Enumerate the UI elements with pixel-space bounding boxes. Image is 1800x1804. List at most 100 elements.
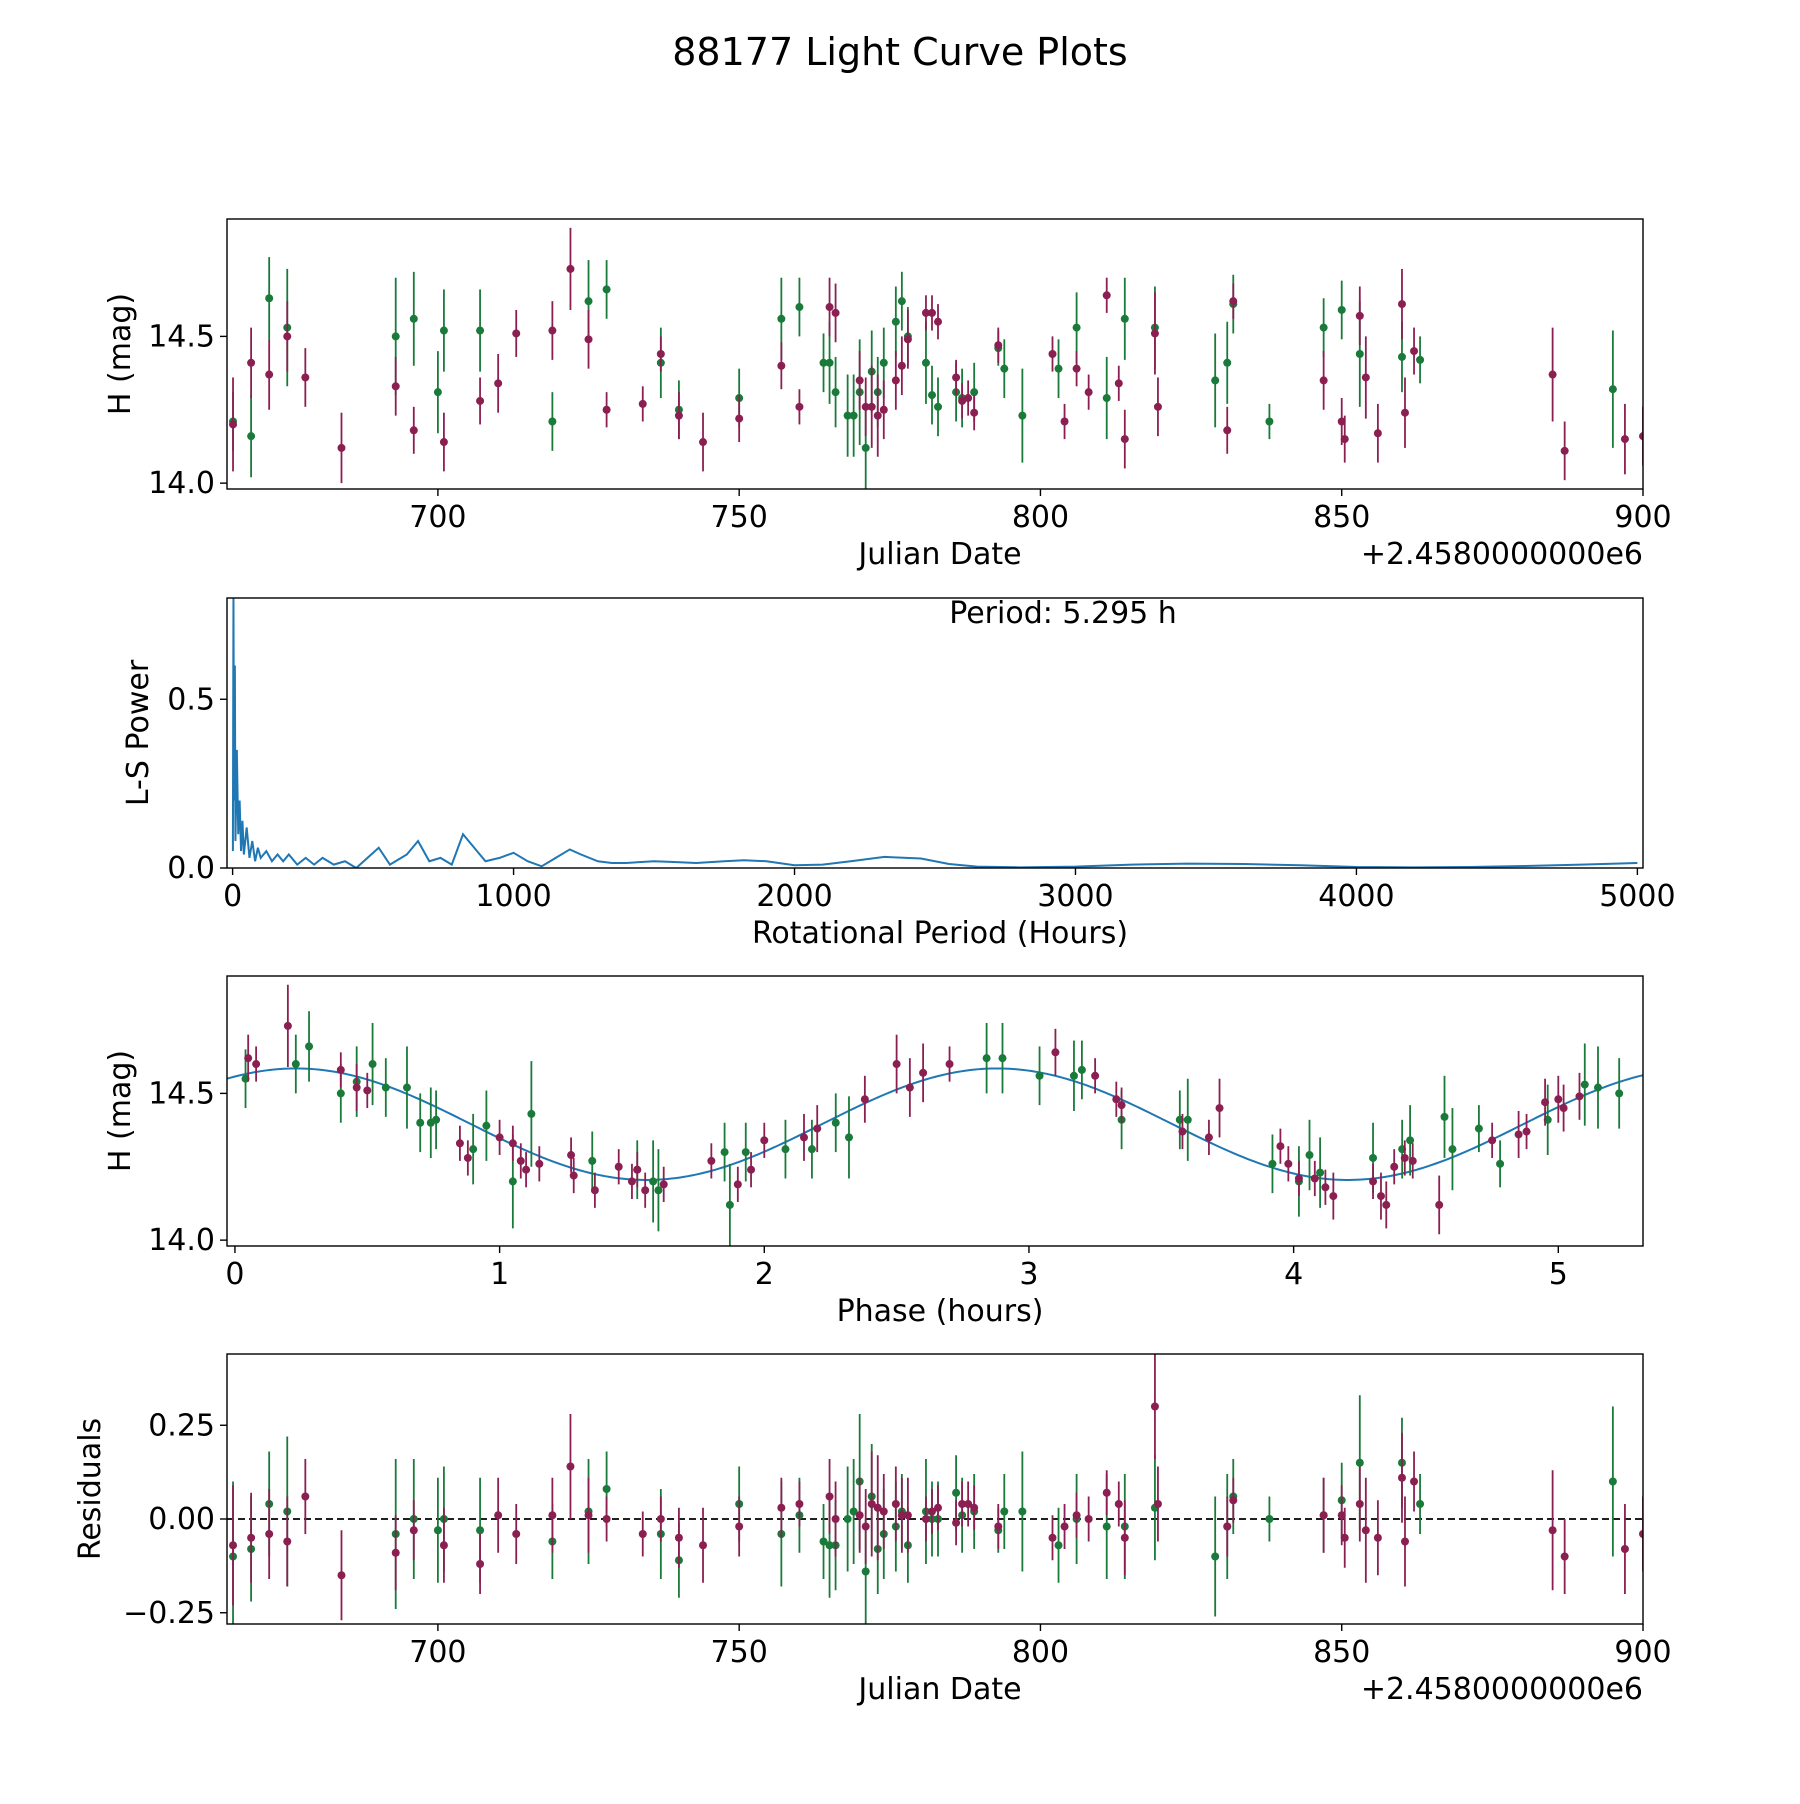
data-point bbox=[1211, 1552, 1220, 1561]
data-point bbox=[1408, 1156, 1417, 1165]
data-point bbox=[1051, 1048, 1060, 1057]
data-point bbox=[825, 303, 834, 312]
data-point bbox=[1117, 1101, 1126, 1110]
data-point bbox=[813, 1124, 822, 1133]
data-point bbox=[494, 1511, 503, 1520]
series-purple bbox=[244, 984, 1584, 1235]
data-point bbox=[952, 1488, 961, 1497]
series-green bbox=[229, 1395, 1617, 1624]
series-purple bbox=[229, 227, 1643, 484]
data-point bbox=[1018, 1507, 1027, 1516]
data-point bbox=[1608, 1477, 1617, 1486]
data-point bbox=[970, 388, 979, 397]
data-point bbox=[247, 1533, 256, 1542]
data-point bbox=[516, 1156, 525, 1165]
axes-frame bbox=[226, 597, 1644, 869]
data-point bbox=[588, 1156, 597, 1165]
data-point bbox=[994, 1522, 1003, 1531]
data-point bbox=[283, 1537, 292, 1546]
data-point bbox=[1265, 417, 1274, 426]
data-point bbox=[1340, 1533, 1349, 1542]
data-point bbox=[1060, 1522, 1069, 1531]
data-point bbox=[1522, 1127, 1531, 1136]
data-point bbox=[1400, 1537, 1409, 1546]
data-point bbox=[958, 396, 967, 405]
data-point bbox=[584, 335, 593, 344]
x-tick-label: 800 bbox=[1012, 500, 1069, 535]
data-point bbox=[402, 1083, 411, 1092]
data-point bbox=[1340, 435, 1349, 444]
data-point bbox=[1229, 1496, 1238, 1505]
data-point bbox=[1183, 1115, 1192, 1124]
data-point bbox=[1369, 1153, 1378, 1162]
data-point bbox=[1120, 1533, 1129, 1542]
data-point bbox=[439, 1541, 448, 1550]
x-tick-label: 850 bbox=[1313, 1635, 1370, 1670]
x-axis-label: Phase (hours) bbox=[837, 1294, 1044, 1329]
data-point bbox=[720, 1148, 729, 1157]
data-point bbox=[638, 399, 647, 408]
data-point bbox=[1035, 1071, 1044, 1080]
data-point bbox=[1000, 364, 1009, 373]
data-point bbox=[843, 1515, 852, 1523]
data-point bbox=[819, 358, 828, 367]
data-point bbox=[1548, 1526, 1557, 1535]
data-point bbox=[482, 1121, 491, 1130]
data-point bbox=[1084, 388, 1093, 397]
data-point bbox=[699, 438, 708, 447]
data-point bbox=[1329, 1192, 1338, 1201]
data-point bbox=[535, 1159, 544, 1168]
data-point bbox=[265, 370, 274, 379]
data-point bbox=[584, 1511, 593, 1520]
data-point bbox=[283, 332, 292, 341]
data-point bbox=[512, 329, 521, 338]
data-point bbox=[614, 1162, 623, 1171]
data-point bbox=[656, 1515, 665, 1523]
data-point bbox=[1594, 1083, 1603, 1092]
data-point bbox=[982, 1054, 991, 1063]
data-point bbox=[747, 1165, 756, 1174]
data-point bbox=[1390, 1162, 1399, 1171]
y-tick-label: 14.0 bbox=[148, 466, 215, 501]
data-point bbox=[1215, 1104, 1224, 1113]
data-point bbox=[1373, 429, 1382, 438]
data-point bbox=[1406, 1136, 1415, 1145]
panel-phase: 0 1 2 3 4 5 14.0 14.5 Phase (hours) H (mag) bbox=[103, 975, 1644, 1329]
data-point bbox=[439, 326, 448, 335]
y-axis-label: L-S Power bbox=[121, 659, 156, 806]
data-point bbox=[1435, 1200, 1444, 1209]
x-tick-label: 900 bbox=[1614, 500, 1671, 535]
data-point bbox=[831, 1118, 840, 1127]
data-point bbox=[867, 1500, 876, 1508]
data-point bbox=[1382, 1200, 1391, 1209]
data-point bbox=[831, 388, 840, 397]
data-point bbox=[1560, 1552, 1569, 1561]
data-point bbox=[1048, 1533, 1057, 1542]
data-point bbox=[1204, 1133, 1213, 1142]
data-point bbox=[1514, 1130, 1523, 1139]
data-point bbox=[879, 358, 888, 367]
data-point bbox=[527, 1109, 536, 1118]
data-point bbox=[921, 308, 930, 317]
data-point bbox=[1229, 297, 1238, 306]
data-point bbox=[1615, 1089, 1624, 1098]
plot-area bbox=[227, 1354, 1643, 1624]
data-point bbox=[336, 1065, 345, 1074]
data-point bbox=[409, 426, 418, 435]
data-point bbox=[1120, 314, 1129, 323]
data-point bbox=[843, 411, 852, 420]
x-tick-label: 4 bbox=[1284, 1257, 1303, 1292]
data-point bbox=[1091, 1071, 1100, 1080]
data-point bbox=[1321, 1183, 1330, 1192]
data-point bbox=[569, 1171, 578, 1180]
data-point bbox=[1150, 1402, 1159, 1411]
data-point bbox=[825, 358, 834, 367]
data-point bbox=[725, 1200, 734, 1209]
data-point bbox=[1440, 1112, 1449, 1121]
data-point bbox=[654, 1186, 663, 1195]
data-point bbox=[1580, 1080, 1589, 1089]
data-point bbox=[476, 1526, 485, 1535]
data-point bbox=[381, 1083, 390, 1092]
x-tick-label: 700 bbox=[409, 1635, 466, 1670]
